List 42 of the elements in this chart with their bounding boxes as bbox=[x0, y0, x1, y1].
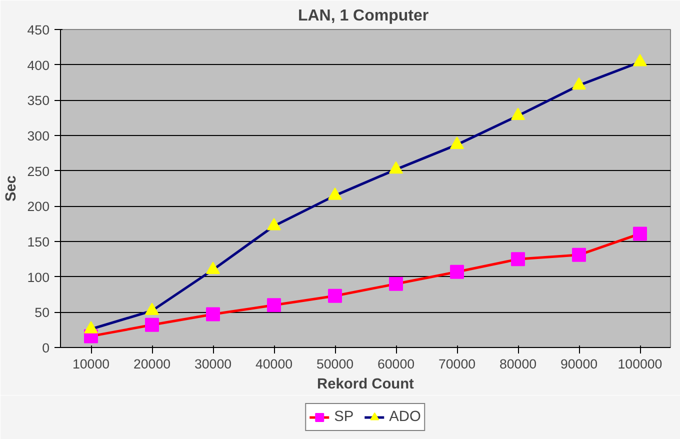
x-axis-title: Rekord Count bbox=[317, 376, 414, 392]
y-tick-label: 100 bbox=[27, 270, 50, 285]
point bbox=[633, 54, 647, 66]
y-tick-label: 300 bbox=[27, 128, 50, 144]
chart-title: LAN, 1 Computer bbox=[298, 8, 429, 24]
point bbox=[633, 226, 647, 241]
point bbox=[206, 262, 220, 274]
point bbox=[328, 288, 342, 303]
y-tick-label: 50 bbox=[34, 305, 50, 320]
point bbox=[572, 77, 586, 90]
point bbox=[389, 161, 403, 174]
x-tick-label: 60000 bbox=[377, 356, 415, 372]
point bbox=[145, 318, 159, 332]
point bbox=[450, 264, 464, 279]
legend-label: SP bbox=[334, 409, 354, 425]
point bbox=[206, 307, 220, 322]
point bbox=[511, 108, 525, 120]
y-tick-label: 250 bbox=[27, 164, 50, 179]
x-tick-label: 30000 bbox=[194, 356, 232, 372]
point bbox=[328, 188, 342, 200]
point bbox=[450, 136, 464, 149]
x-tick-label: 100000 bbox=[618, 356, 662, 372]
y-tick-label: 0 bbox=[42, 340, 50, 356]
y-tick-label: 200 bbox=[27, 199, 50, 214]
y-axis-title: Sec bbox=[3, 175, 20, 202]
x-tick-label: 90000 bbox=[560, 356, 598, 372]
x-tick-label: 80000 bbox=[499, 356, 537, 372]
point bbox=[267, 218, 281, 230]
x-tick-label: 10000 bbox=[72, 356, 110, 372]
point bbox=[572, 248, 586, 262]
y-tick-label: 450 bbox=[27, 22, 50, 38]
point bbox=[389, 276, 403, 291]
y-tick-label: 400 bbox=[27, 58, 50, 73]
x-tick-label: 20000 bbox=[133, 356, 171, 372]
y-tick-label: 150 bbox=[27, 234, 50, 250]
y-tick-label: 350 bbox=[27, 93, 50, 108]
point bbox=[267, 298, 281, 312]
point bbox=[511, 252, 525, 266]
x-tick-label: 50000 bbox=[316, 356, 354, 372]
x-tick-label: 70000 bbox=[438, 356, 476, 372]
x-tick-label: 40000 bbox=[255, 356, 293, 372]
legend-label: ADO bbox=[389, 409, 421, 425]
